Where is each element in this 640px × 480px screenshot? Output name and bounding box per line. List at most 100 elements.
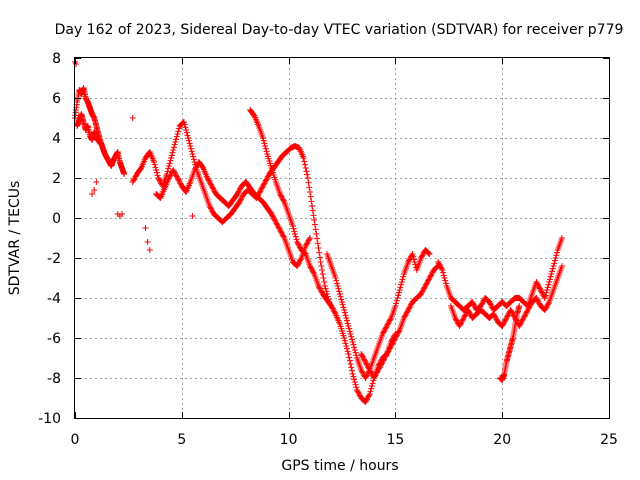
data-point-track-spike xyxy=(353,384,360,391)
data-point-track-trough-b xyxy=(422,283,429,289)
data-point-track-late-low xyxy=(545,300,552,307)
data-point-track-spike xyxy=(262,143,269,149)
data-point-track-trough-b xyxy=(405,307,412,313)
data-point-track-trough-a xyxy=(395,292,402,299)
data-point-track-main-b xyxy=(270,215,277,221)
data-point-track-main-a xyxy=(317,259,324,265)
data-point-track-trough-b xyxy=(393,333,400,340)
gridlines xyxy=(75,58,609,418)
data-point-track-late xyxy=(470,301,477,308)
data-point-track-main-b xyxy=(279,231,286,237)
data-point-track-late-low xyxy=(519,316,526,323)
data-point-track-spike xyxy=(291,228,298,235)
data-point-track-trough-b xyxy=(390,337,397,344)
data-point-track-late xyxy=(550,263,557,269)
data-point-track-spike xyxy=(280,197,287,204)
data-point-track-trough-a xyxy=(348,336,355,343)
data-point-track-trough-a xyxy=(340,304,347,311)
data-point-track-main-a xyxy=(183,127,190,133)
data-point-track-late xyxy=(487,301,494,308)
data-point-track-main-a xyxy=(316,254,323,261)
data-point-track-trough-b xyxy=(358,351,365,357)
data-point-track-main-a xyxy=(309,203,316,209)
data-point-track-main-a xyxy=(264,175,271,181)
data-point-track-trough-a xyxy=(385,319,392,325)
data-point-track-trough-a xyxy=(347,331,354,337)
data-point-track-main-b xyxy=(207,180,214,187)
data-point-track-trough-a xyxy=(334,283,341,289)
data-point-track-spike xyxy=(307,264,314,271)
data-point-track-trough-a xyxy=(339,301,346,308)
data-point-track-main-a xyxy=(310,212,317,219)
data-point-track-main-a xyxy=(180,119,187,125)
data-point-track-trough-a xyxy=(384,321,391,328)
data-point-track-trough-b xyxy=(378,361,385,368)
axis-ticks xyxy=(75,58,610,419)
data-point-track-late xyxy=(470,300,477,307)
data-point-track-late-low xyxy=(544,303,551,309)
data-point-track-trough-a xyxy=(345,323,352,329)
x-tick-label: 15 xyxy=(386,432,404,448)
data-point-track-main-b xyxy=(207,181,214,188)
data-point-track-main-a xyxy=(319,271,326,277)
y-tick-label: 2 xyxy=(52,171,61,187)
data-point-track-main-a xyxy=(185,137,192,144)
data-point-track-main-a xyxy=(207,204,214,211)
data-point-track-trough-a xyxy=(425,250,432,257)
data-point-track-trough-a xyxy=(396,287,403,293)
data-point-track-main-a xyxy=(307,193,314,200)
data-point-track-main-a xyxy=(190,156,197,163)
data-point-track-main-b xyxy=(167,172,174,179)
data-point-track-main-a xyxy=(209,208,216,215)
data-point-track-late xyxy=(435,259,442,265)
data-point-track-trough-b xyxy=(426,275,433,281)
data-point-track-main-a xyxy=(259,184,266,191)
data-point-track-late-low xyxy=(534,296,541,303)
data-point-track-spike xyxy=(317,287,324,293)
data-point-track-late-low xyxy=(509,309,516,316)
data-point-track-main-a xyxy=(306,184,313,191)
data-point-track-late-low xyxy=(524,308,531,315)
y-tick-label: 8 xyxy=(52,51,61,67)
data-point-track-main-b xyxy=(274,223,281,229)
data-point-track-trough-b xyxy=(386,345,393,352)
data-point-track-trough-b xyxy=(381,356,388,363)
data-point-track-main-a xyxy=(304,171,311,178)
data-point-track-main-b xyxy=(296,257,303,264)
y-tick-label: -6 xyxy=(47,331,61,347)
data-point-track-late-low xyxy=(510,312,517,319)
data-point-track-main-b xyxy=(166,173,173,180)
data-point-track-main-b xyxy=(211,188,218,195)
data-point-track-main-a xyxy=(304,175,311,181)
data-point-track-main-a xyxy=(165,163,172,169)
data-point-track-trough-a xyxy=(337,293,344,300)
data-point-scatter-isolated xyxy=(89,191,96,197)
data-point-track-spike xyxy=(351,376,358,383)
data-point-track-late-low xyxy=(465,307,472,313)
data-point-track-late-low xyxy=(523,309,530,316)
data-point-track-main-b xyxy=(237,185,244,192)
y-tick-label: -10 xyxy=(38,411,61,427)
data-point-track-main-a xyxy=(318,263,325,269)
data-point-track-spike xyxy=(346,357,353,364)
data-point-track-spike xyxy=(355,389,362,396)
data-point-track-main-a xyxy=(314,235,321,242)
data-point-track-trough-a xyxy=(409,251,416,257)
data-point-track-main-b xyxy=(210,187,217,193)
data-point-track-main-b xyxy=(271,216,278,223)
data-point-track-spike xyxy=(363,397,370,404)
data-point-track-late xyxy=(479,300,486,307)
data-point-track-spike xyxy=(329,304,336,311)
data-point-track-main-a xyxy=(312,226,319,233)
data-point-track-main-a xyxy=(169,149,176,156)
data-point-track-late xyxy=(439,267,446,273)
data-point-track-trough-b xyxy=(394,331,401,337)
data-point-track-trough-a xyxy=(395,289,402,296)
data-point-track-main-a xyxy=(171,141,178,148)
data-point-track-trough-a xyxy=(343,317,350,324)
data-point-track-spike xyxy=(295,241,302,248)
data-point-track-trough-b xyxy=(428,271,435,277)
data-point-track-main-b xyxy=(170,167,177,173)
data-point-track-early-low xyxy=(97,141,104,147)
data-point-track-main-a xyxy=(315,245,322,251)
